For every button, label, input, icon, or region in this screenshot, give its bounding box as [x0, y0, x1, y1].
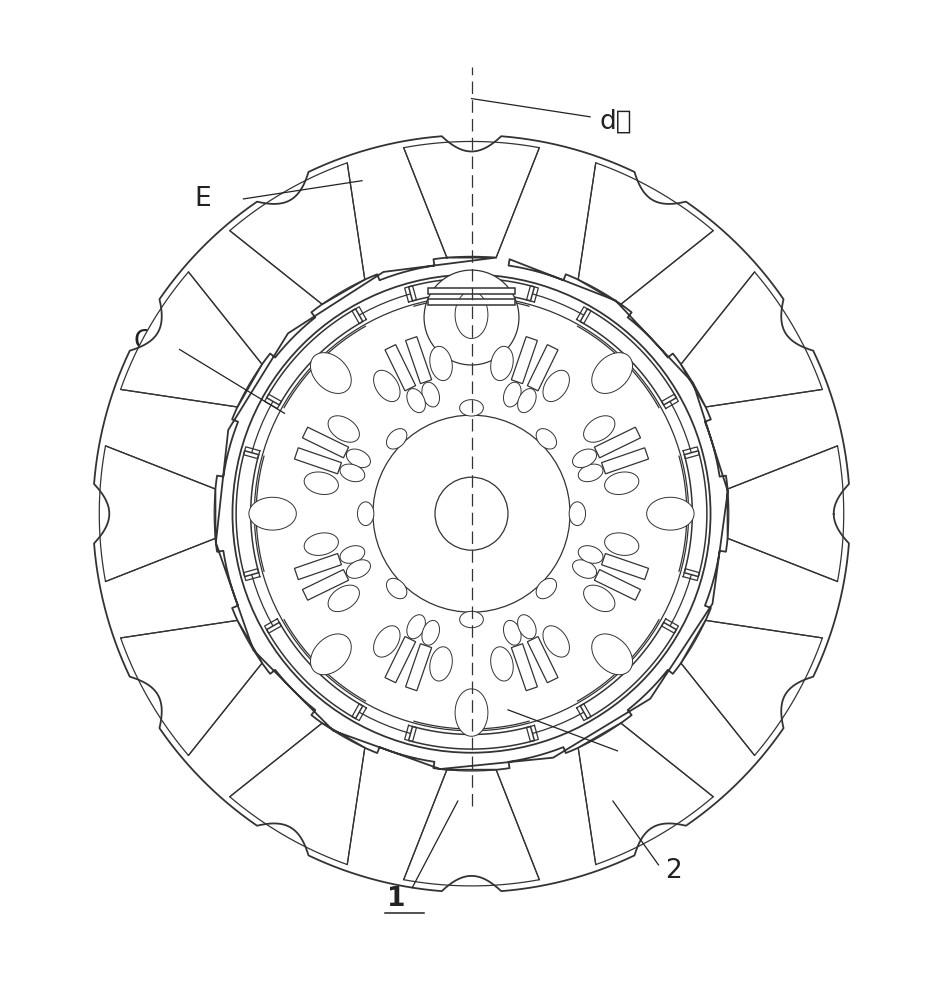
Polygon shape — [728, 446, 844, 582]
Polygon shape — [387, 578, 406, 599]
Polygon shape — [406, 389, 425, 413]
Polygon shape — [406, 615, 425, 639]
Polygon shape — [422, 382, 439, 407]
Polygon shape — [594, 427, 640, 458]
Polygon shape — [267, 622, 363, 719]
Polygon shape — [430, 647, 453, 681]
Polygon shape — [310, 353, 351, 393]
Polygon shape — [305, 533, 339, 555]
Polygon shape — [570, 502, 586, 526]
Polygon shape — [310, 634, 351, 675]
Polygon shape — [267, 309, 363, 405]
Polygon shape — [594, 570, 640, 600]
Bar — [428, 288, 515, 294]
Polygon shape — [357, 502, 373, 526]
Polygon shape — [580, 622, 676, 719]
Polygon shape — [490, 346, 513, 381]
Polygon shape — [99, 446, 215, 582]
Polygon shape — [518, 389, 537, 413]
Polygon shape — [685, 451, 707, 577]
Polygon shape — [592, 353, 633, 393]
Polygon shape — [504, 620, 521, 645]
Polygon shape — [249, 497, 296, 530]
Polygon shape — [230, 723, 365, 865]
Polygon shape — [340, 464, 365, 482]
Text: E: E — [195, 186, 211, 212]
Polygon shape — [537, 429, 556, 449]
Polygon shape — [430, 346, 453, 381]
Polygon shape — [303, 427, 349, 458]
Polygon shape — [580, 309, 676, 405]
Polygon shape — [346, 560, 371, 578]
Circle shape — [424, 270, 519, 365]
Polygon shape — [602, 448, 649, 474]
Polygon shape — [405, 644, 432, 691]
Polygon shape — [578, 723, 713, 865]
Polygon shape — [230, 163, 365, 304]
Polygon shape — [328, 585, 359, 612]
Polygon shape — [511, 337, 538, 384]
Polygon shape — [604, 533, 638, 555]
Polygon shape — [592, 634, 633, 675]
Polygon shape — [490, 647, 513, 681]
Polygon shape — [578, 163, 713, 304]
Polygon shape — [537, 578, 556, 599]
Polygon shape — [121, 272, 262, 407]
Polygon shape — [422, 620, 439, 645]
Polygon shape — [405, 337, 432, 384]
Polygon shape — [236, 451, 258, 577]
Polygon shape — [294, 448, 341, 474]
Polygon shape — [385, 345, 416, 391]
Polygon shape — [518, 615, 537, 639]
Polygon shape — [578, 464, 603, 482]
Polygon shape — [543, 626, 570, 657]
Polygon shape — [504, 382, 521, 407]
Polygon shape — [604, 472, 638, 494]
Polygon shape — [527, 345, 558, 391]
Text: 2: 2 — [665, 858, 682, 884]
Polygon shape — [455, 291, 488, 339]
Polygon shape — [340, 546, 365, 563]
Polygon shape — [455, 689, 488, 736]
Polygon shape — [94, 136, 849, 891]
Polygon shape — [305, 472, 339, 495]
Polygon shape — [572, 449, 597, 468]
Polygon shape — [373, 370, 400, 402]
Polygon shape — [404, 141, 539, 258]
Polygon shape — [459, 400, 484, 416]
Polygon shape — [681, 620, 822, 755]
Polygon shape — [373, 626, 400, 657]
Polygon shape — [121, 620, 262, 755]
Polygon shape — [408, 726, 535, 749]
Text: C: C — [134, 329, 152, 355]
Polygon shape — [294, 554, 341, 580]
Polygon shape — [387, 429, 406, 449]
Text: d轴: d轴 — [599, 108, 632, 134]
Text: F: F — [626, 742, 642, 768]
Polygon shape — [404, 770, 539, 886]
Polygon shape — [584, 585, 615, 612]
Polygon shape — [346, 449, 371, 468]
Bar — [428, 299, 515, 305]
Polygon shape — [511, 644, 538, 691]
Text: 1: 1 — [388, 886, 405, 912]
Polygon shape — [647, 497, 694, 530]
Polygon shape — [572, 560, 597, 578]
Polygon shape — [602, 554, 649, 580]
Polygon shape — [328, 416, 359, 442]
Polygon shape — [385, 637, 416, 683]
Polygon shape — [459, 611, 484, 628]
Polygon shape — [408, 278, 535, 301]
Circle shape — [233, 275, 710, 753]
Polygon shape — [543, 370, 570, 402]
Polygon shape — [527, 637, 558, 683]
Polygon shape — [681, 272, 822, 407]
Polygon shape — [303, 570, 349, 600]
Polygon shape — [584, 416, 615, 442]
Polygon shape — [578, 546, 603, 563]
